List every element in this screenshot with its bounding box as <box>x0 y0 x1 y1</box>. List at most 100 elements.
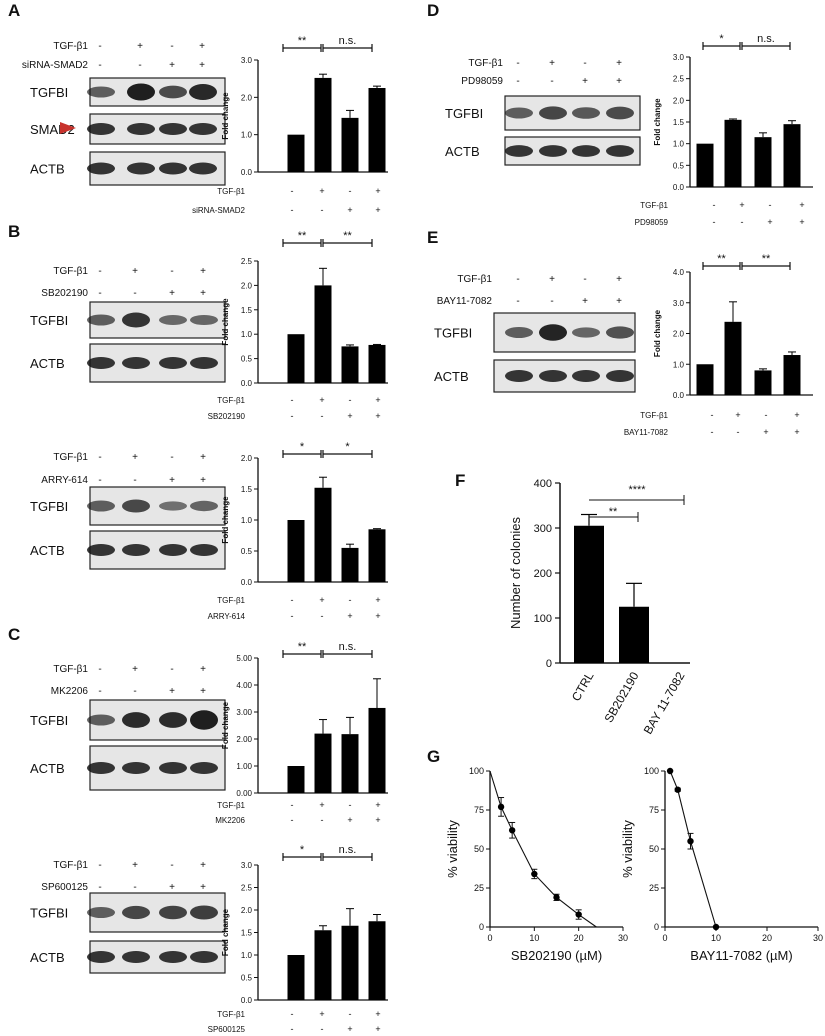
x-sign-label: - <box>291 1009 294 1019</box>
bar <box>341 117 359 172</box>
x-tick-label: 10 <box>711 933 721 943</box>
y-axis-label: Fold change <box>221 701 230 749</box>
blot-label: TGFBI <box>30 85 68 100</box>
y-tick-label: 0 <box>479 922 484 932</box>
blot-band <box>539 370 567 382</box>
treatment-sign: - <box>550 76 553 87</box>
treatment-label: TGF-β1 <box>53 41 88 52</box>
x-sign-label: - <box>349 395 352 405</box>
y-tick-label: 75 <box>474 805 484 815</box>
blot-band <box>122 712 150 728</box>
blot-band <box>606 370 634 382</box>
blot-band <box>87 500 115 512</box>
blot-band <box>190 951 218 963</box>
y-tick-label: 400 <box>534 478 552 490</box>
treatment-sign: + <box>200 266 206 277</box>
blot-band <box>122 951 150 963</box>
y-axis-label: % viability <box>620 820 635 878</box>
treatment-sign: - <box>98 686 101 697</box>
treatment-sign: - <box>98 860 101 871</box>
dose-response-chart: 0 25 50 75 100 0 10 20 30 BAY11-7082 (µM) % viabil… <box>620 766 823 963</box>
blot-band <box>572 327 600 338</box>
blot-band <box>159 162 187 175</box>
blot-label: ACTB <box>30 162 65 177</box>
treatment-sign: + <box>169 686 175 697</box>
x-sign-label: + <box>735 410 740 420</box>
blot-band <box>127 83 155 101</box>
significance-label: ** <box>298 230 307 242</box>
x-sign-label: - <box>321 205 324 215</box>
x-sign-label: + <box>763 427 768 437</box>
blot-band <box>159 85 187 99</box>
y-tick-label: 50 <box>474 844 484 854</box>
treatment-sign: - <box>170 266 173 277</box>
y-tick-label: 4.00 <box>236 681 252 690</box>
bar <box>314 930 332 1000</box>
significance-label: **** <box>628 484 646 496</box>
y-axis-label: Fold change <box>221 908 230 956</box>
fit-curve <box>489 770 597 928</box>
treatment-label: TGF-β1 <box>457 274 492 285</box>
x-category-label: SB202190 <box>601 669 641 725</box>
y-tick-label: 100 <box>469 766 484 776</box>
y-tick-label: 100 <box>644 766 659 776</box>
blot-band <box>122 544 150 556</box>
y-tick-label: 2.0 <box>241 906 253 915</box>
y-tick-label: 2.0 <box>241 454 253 463</box>
x-sign-label: - <box>321 1024 324 1034</box>
y-tick-label: 4.0 <box>673 268 685 277</box>
bar <box>696 143 714 187</box>
bar <box>287 134 305 172</box>
x-sign-label: + <box>375 611 380 621</box>
x-sign-label: + <box>375 815 380 825</box>
significance-bracket: **** <box>589 484 685 505</box>
x-axis-label: SB202190 (µM) <box>511 948 602 963</box>
y-tick-label: 50 <box>649 844 659 854</box>
x-tick-label: 0 <box>487 933 492 943</box>
y-tick-label: 0.5 <box>241 355 253 364</box>
y-tick-label: 1.5 <box>241 306 253 315</box>
bar <box>619 606 649 663</box>
y-tick-label: 1.0 <box>241 951 253 960</box>
treatment-label: BAY11-7082 <box>437 296 493 307</box>
blot-band <box>87 714 115 726</box>
blot-band <box>189 84 217 100</box>
x-sign-label: + <box>739 200 744 210</box>
treatment-label: TGF-β1 <box>468 58 503 69</box>
y-tick-label: 2.0 <box>241 93 253 102</box>
y-tick-label: 1.0 <box>673 140 685 149</box>
bar <box>314 285 332 383</box>
treatment-sign: + <box>200 860 206 871</box>
treatment-sign: + <box>169 882 175 893</box>
treatment-sign: + <box>132 266 138 277</box>
treatment-sign: - <box>170 452 173 463</box>
blot-band <box>87 907 115 918</box>
x-sign-label: + <box>319 595 324 605</box>
data-point <box>575 911 582 918</box>
x-sign-label: - <box>711 427 714 437</box>
x-sign-label: + <box>347 205 352 215</box>
y-tick-label: 1.00 <box>236 762 252 771</box>
data-point <box>687 838 694 845</box>
significance-bracket: * <box>702 33 741 50</box>
treatment-sign: + <box>199 60 205 71</box>
bar-chart: 0.00 1.00 2.00 3.00 4.00 5.00 Fold change ** n.s… <box>215 641 388 825</box>
blot-label: TGFBI <box>30 499 68 514</box>
treatment-label: TGF-β1 <box>53 266 88 277</box>
y-tick-label: 3.0 <box>673 53 685 62</box>
bar <box>287 334 305 383</box>
y-tick-label: 75 <box>649 805 659 815</box>
treatment-sign: - <box>133 288 136 299</box>
treatment-label: PD98059 <box>461 76 503 87</box>
treatment-sign: - <box>98 475 101 486</box>
x-condition-label: TGF-β1 <box>217 396 245 405</box>
y-tick-label: 25 <box>649 883 659 893</box>
treatment-sign: - <box>516 274 519 285</box>
blot-band <box>190 544 218 556</box>
x-sign-label: + <box>794 427 799 437</box>
x-condition-label: ARRY-614 <box>208 612 246 621</box>
x-sign-label: + <box>375 1024 380 1034</box>
blot-strip <box>504 136 641 166</box>
blot-band <box>572 107 600 119</box>
y-tick-label: 0.00 <box>236 789 252 798</box>
